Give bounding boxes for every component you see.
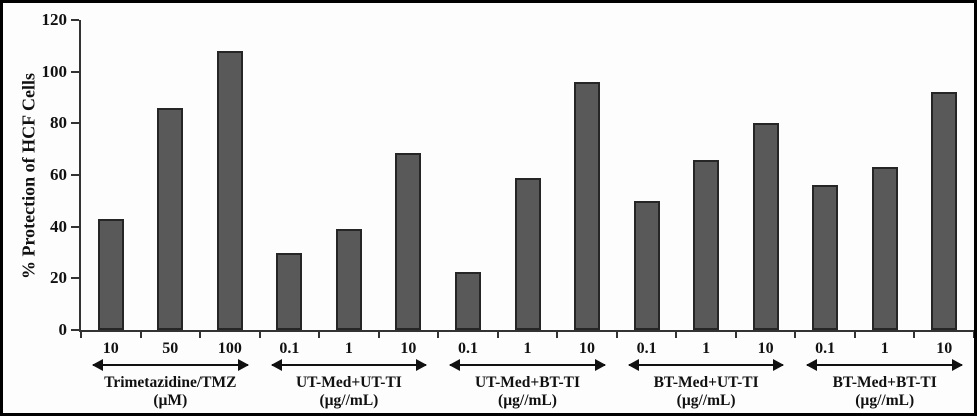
- group-label: UT-Med+BT-TI: [474, 374, 580, 391]
- bar-BT-Med+BT-TI-0.1: [812, 185, 839, 330]
- x-axis-tick: [675, 332, 678, 338]
- x-tick-label: 0.1: [815, 340, 836, 357]
- y-axis-tick: [71, 122, 79, 125]
- x-tick-label: 50: [162, 340, 179, 357]
- bar-Trimetazidine/TMZ-100: [216, 51, 243, 330]
- x-tick-label: 1: [523, 340, 532, 357]
- y-tick-label: 40: [50, 216, 67, 236]
- bar-UT-Med+UT-TI-0.1: [276, 252, 303, 330]
- group-range-arrow: [270, 359, 427, 371]
- y-tick-label: 20: [50, 268, 67, 288]
- x-axis-tick: [973, 332, 974, 338]
- x-tick-label: 10: [936, 340, 953, 357]
- group-label: BT-Med+BT-TI: [832, 374, 937, 391]
- y-tick-label: 80: [50, 113, 67, 133]
- x-axis-tick: [734, 332, 737, 338]
- group-unit-label: (µg//mL): [319, 392, 379, 409]
- y-tick-label: 120: [41, 10, 68, 29]
- x-axis-tick: [437, 332, 440, 338]
- bar-Trimetazidine/TMZ-50: [157, 107, 184, 330]
- group-unit-label: (µg//mL): [676, 392, 736, 409]
- x-tick-label: 10: [757, 340, 774, 357]
- y-axis-line: [79, 20, 81, 332]
- bar-Trimetazidine/TMZ-10: [97, 218, 124, 330]
- group-label: BT-Med+UT-TI: [653, 374, 759, 391]
- x-tick-label: 1: [702, 340, 711, 357]
- bar-BT-Med+UT-TI-10: [752, 123, 779, 330]
- bar-UT-Med+BT-TI-0.1: [454, 271, 481, 330]
- x-axis-tick: [139, 332, 142, 338]
- y-axis-tick: [71, 225, 79, 228]
- x-axis-tick: [199, 332, 202, 338]
- y-tick-label: 60: [50, 165, 67, 184]
- group-unit-label: (µg//mL): [498, 392, 557, 409]
- x-tick-label: 10: [400, 340, 417, 357]
- bar-UT-Med+UT-TI-1: [335, 229, 362, 330]
- group-range-arrow: [92, 359, 249, 371]
- group-label: Trimetazidine/TMZ: [104, 374, 237, 391]
- group-unit-label: (µM): [153, 392, 188, 409]
- y-tick-label: 0: [58, 320, 68, 339]
- x-axis-tick: [853, 332, 856, 338]
- x-axis-tick: [318, 332, 321, 338]
- x-tick-label: 1: [880, 340, 889, 357]
- x-tick-label: 10: [579, 340, 596, 357]
- x-axis-tick: [80, 332, 82, 338]
- x-tick-label: 100: [217, 340, 242, 357]
- bar-BT-Med+UT-TI-1: [693, 159, 720, 330]
- bar-UT-Med+BT-TI-10: [574, 82, 601, 330]
- bar-UT-Med+UT-TI-10: [395, 153, 422, 330]
- y-tick-label: 100: [41, 61, 68, 81]
- x-axis-tick: [377, 332, 380, 338]
- x-tick-label: 0.1: [279, 340, 300, 357]
- group-range-arrow: [449, 359, 606, 371]
- x-axis-line: [79, 330, 974, 332]
- group-range-arrow: [627, 359, 784, 371]
- x-tick-label: 0.1: [636, 340, 657, 357]
- bar-BT-Med+BT-TI-1: [871, 167, 898, 330]
- y-axis-tick: [71, 174, 79, 176]
- bar-UT-Med+BT-TI-1: [514, 177, 541, 330]
- group-label: UT-Med+UT-TI: [295, 374, 402, 391]
- bar-BT-Med+UT-TI-0.1: [633, 200, 660, 330]
- x-tick-label: 1: [344, 340, 353, 357]
- x-tick-label: 10: [102, 340, 119, 357]
- x-axis-tick: [496, 332, 499, 338]
- y-axis-tick: [71, 277, 79, 280]
- y-axis-tick: [71, 19, 79, 21]
- x-axis-tick: [794, 332, 797, 338]
- group-unit-label: (µg//mL): [855, 392, 915, 409]
- y-axis-tick: [71, 329, 79, 331]
- x-axis-tick: [556, 332, 559, 338]
- x-axis-tick: [913, 332, 916, 338]
- x-tick-label: 0.1: [457, 340, 478, 357]
- x-axis-tick: [258, 332, 261, 338]
- y-axis-tick: [71, 70, 79, 73]
- group-range-arrow: [806, 359, 963, 371]
- bar-BT-Med+BT-TI-10: [931, 92, 958, 330]
- x-axis-tick: [615, 332, 618, 338]
